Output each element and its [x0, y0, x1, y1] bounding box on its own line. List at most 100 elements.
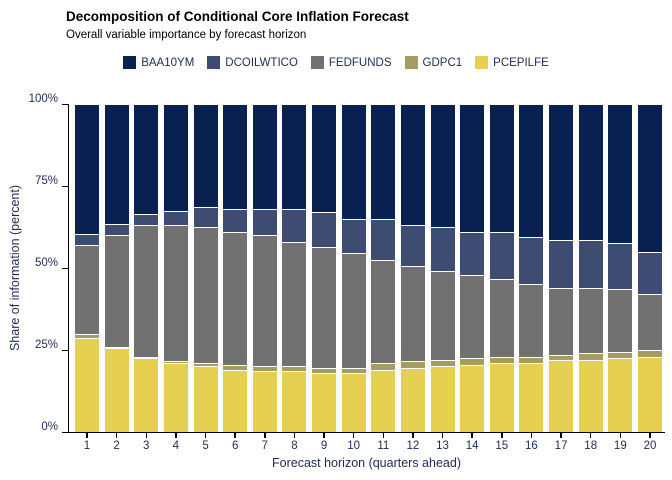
bar-segment-baa10ym [252, 104, 277, 209]
bar-segment-gdpc1 [75, 333, 99, 339]
bar-segment-pcepilfe [223, 369, 248, 432]
bar-segment-pcepilfe [193, 366, 218, 432]
bar-segment-dcoilwtico [134, 213, 159, 226]
bar-segment-baa10ym [282, 104, 307, 209]
bar-segment-dcoilwtico [637, 251, 662, 295]
legend-item-pcepilfe: PCEPILFE [475, 56, 549, 69]
bar-horizon-15 [489, 104, 514, 432]
bar-segment-gdpc1 [134, 356, 159, 359]
bar-segment-pcepilfe [578, 359, 603, 432]
x-axis-tick [441, 432, 444, 438]
x-axis-tick [382, 432, 385, 438]
x-axis-tick [86, 432, 88, 438]
y-axis-tick [61, 349, 68, 351]
bar-segment-dcoilwtico [549, 240, 574, 288]
bar-segment-baa10ym [312, 104, 337, 213]
bar-segment-dcoilwtico [75, 233, 99, 246]
bar-segment-dcoilwtico [223, 208, 248, 232]
x-axis-tick [589, 432, 592, 438]
bar-segment-fedfunds [134, 225, 159, 357]
x-axis-tick-label: 17 [554, 440, 568, 452]
bar-segment-dcoilwtico [341, 218, 366, 254]
y-axis-tick [61, 103, 68, 105]
x-axis-tick-label: 18 [584, 440, 598, 452]
x-axis-tick-label: 19 [613, 440, 627, 452]
bar-segment-dcoilwtico [104, 223, 129, 236]
x-axis-tick [530, 432, 533, 438]
x-axis-tick-label: 11 [377, 440, 390, 452]
bar-segment-fedfunds [252, 235, 277, 367]
bar-segment-pcepilfe [371, 369, 396, 432]
bar-segment-dcoilwtico [282, 208, 307, 242]
y-axis-tick-label: 25% [34, 339, 58, 351]
bar-segment-gdpc1 [578, 353, 603, 360]
legend-item-fedfunds: FEDFUNDS [310, 56, 392, 69]
bar-segment-dcoilwtico [371, 218, 396, 260]
y-axis-tick-label: 0% [41, 421, 58, 433]
x-axis-tick-label: 12 [406, 440, 420, 452]
legend-swatch-baa10ym [123, 56, 137, 69]
legend-swatch-gdpc1 [404, 56, 418, 69]
bar-segment-pcepilfe [519, 363, 544, 432]
bar-segment-baa10ym [371, 104, 396, 219]
bar-horizon-6 [223, 104, 248, 432]
legend-item-gdpc1: GDPC1 [404, 56, 462, 69]
x-axis-title: Forecast horizon (quarters ahead) [272, 456, 461, 470]
bar-segment-dcoilwtico [400, 225, 425, 267]
bar-segment-dcoilwtico [578, 240, 603, 288]
x-axis-tick [323, 432, 325, 438]
x-axis-tick [412, 432, 414, 438]
bar-segment-gdpc1 [460, 358, 485, 365]
bar-segment-gdpc1 [637, 349, 662, 357]
bar-segment-gdpc1 [163, 361, 188, 364]
bar-segment-gdpc1 [252, 366, 277, 372]
x-axis-tick [145, 432, 147, 438]
legend-item-dcoilwtico: DCOILWTICO [207, 56, 298, 69]
bar-segment-baa10ym [400, 104, 425, 226]
bar-horizon-12 [400, 104, 425, 432]
x-axis-tick-label: 3 [143, 440, 150, 452]
legend-swatch-dcoilwtico [207, 56, 221, 69]
bar-segment-pcepilfe [252, 371, 277, 432]
x-axis-tick [234, 432, 236, 438]
x-axis-tick-label: 4 [172, 440, 180, 452]
bar-segment-dcoilwtico [608, 243, 633, 290]
bar-segment-fedfunds [400, 266, 425, 362]
bar-segment-dcoilwtico [193, 207, 218, 227]
bar-segment-baa10ym [519, 104, 544, 237]
bar-segment-gdpc1 [549, 354, 574, 360]
bar-segment-pcepilfe [608, 358, 633, 432]
bar-segment-gdpc1 [312, 368, 337, 373]
bar-segment-gdpc1 [223, 364, 248, 370]
x-axis-tick [619, 432, 622, 438]
x-axis-tick [352, 432, 355, 438]
bar-segment-fedfunds [430, 271, 455, 360]
bar-segment-fedfunds [371, 259, 396, 364]
x-axis-tick-label: 15 [495, 440, 509, 452]
bar-segment-fedfunds [519, 284, 544, 357]
legend-label: PCEPILFE [493, 56, 549, 69]
bar-segment-pcepilfe [400, 368, 425, 432]
bar-segment-pcepilfe [75, 338, 99, 432]
bar-segment-baa10ym [223, 104, 248, 209]
bar-segment-fedfunds [341, 253, 366, 369]
legend-label: FEDFUNDS [328, 56, 392, 69]
bar-segment-gdpc1 [400, 361, 425, 369]
bar-segment-baa10ym [341, 104, 366, 219]
bar-segment-fedfunds [637, 294, 662, 350]
bar-segment-baa10ym [608, 104, 633, 244]
bar-segment-baa10ym [430, 104, 455, 227]
bar-segment-fedfunds [312, 246, 337, 369]
y-axis-tick-label: 75% [34, 175, 58, 187]
bar-segment-pcepilfe [549, 359, 574, 432]
x-axis-tick-label: 5 [202, 440, 209, 452]
chart-subtitle: Overall variable importance by forecast … [66, 29, 307, 41]
bar-horizon-2 [104, 104, 129, 432]
x-axis-tick-label: 10 [347, 440, 361, 452]
bar-segment-baa10ym [75, 104, 99, 234]
bar-segment-pcepilfe [282, 371, 307, 432]
legend-label: BAA10YM [141, 56, 195, 69]
x-axis-tick-label: 20 [643, 440, 657, 452]
x-axis-tick [115, 432, 118, 438]
bar-horizon-7 [252, 104, 277, 432]
